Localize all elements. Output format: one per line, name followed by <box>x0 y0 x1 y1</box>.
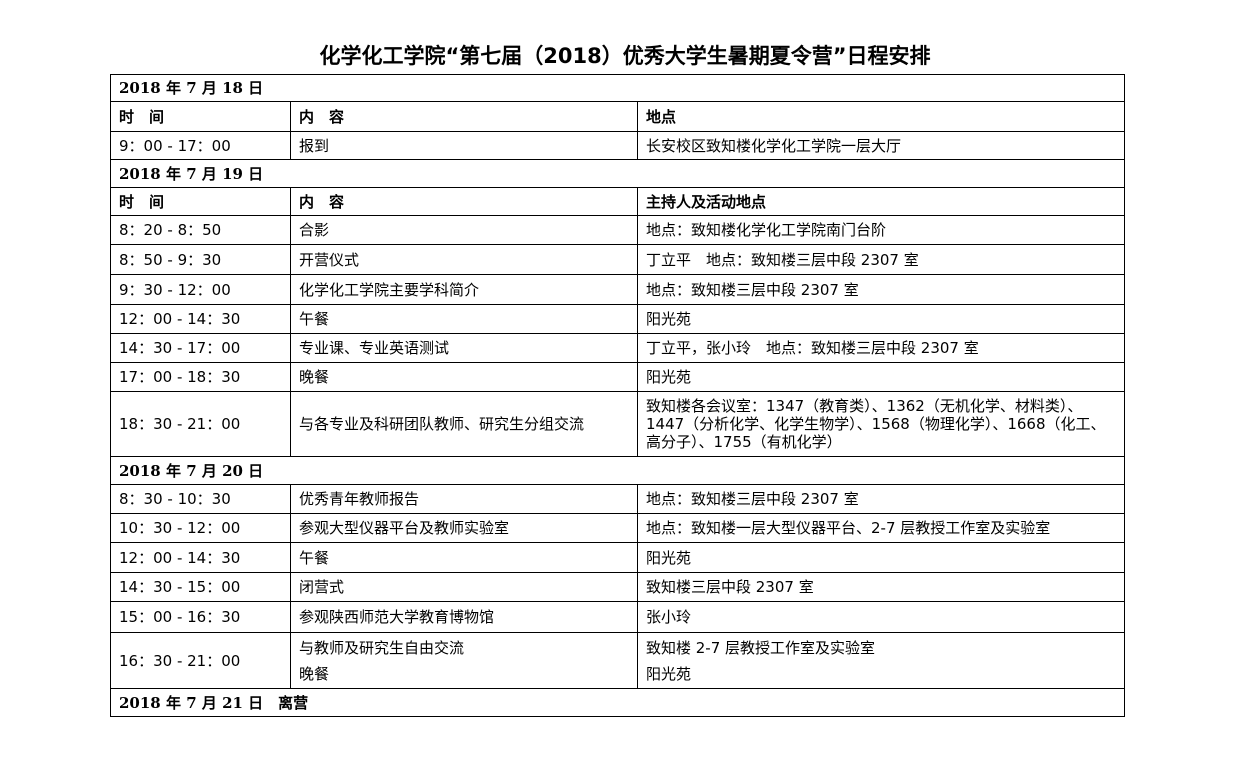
table-row: 2018 年 7 月 19 日 <box>109 159 1126 188</box>
cell: 地点：致知楼一层大型仪器平台、2-7 层教授工作室及实验室 <box>636 513 1126 543</box>
cell: 16：30 - 21：00 <box>110 632 291 689</box>
cell: 化学化工学院主要学科简介 <box>290 274 638 305</box>
cell: 18：30 - 21：00 <box>110 391 291 457</box>
cell: 长安校区致知楼化学化工学院一层大厅 <box>636 131 1126 160</box>
cell: 15：00 - 16：30 <box>110 601 291 633</box>
cell: 8：20 - 8：50 <box>110 215 291 245</box>
page-title: 化学化工学院“第七届（2018）优秀大学生暑期夏令营”日程安排 <box>319 44 931 68</box>
cell: 12：00 - 14：30 <box>110 542 291 573</box>
table-row: 12：00 - 14：30 午餐 阳光苑 <box>110 542 1126 573</box>
header-cell: 地点 <box>636 101 1126 132</box>
cell: 报到 <box>290 131 638 160</box>
cell: 张小玲 <box>636 601 1126 633</box>
table-row: 2018 年 7 月 20 日 <box>109 456 1126 485</box>
table-row: 8：30 - 10：30 优秀青年教师报告 地点：致知楼三层中段 2307 室 <box>110 484 1126 514</box>
cell: 14：30 - 15：00 <box>110 572 291 602</box>
cell: 9：00 - 17：00 <box>110 131 291 160</box>
header-cell: 内 容 <box>290 187 638 216</box>
cell: 致知楼 2-7 层教授工作室及实验室 阳光苑 <box>636 632 1126 689</box>
cell: 午餐 <box>290 304 638 334</box>
cell: 闭营式 <box>290 572 638 602</box>
cell: 致知楼三层中段 2307 室 <box>636 572 1126 602</box>
cell: 午餐 <box>290 542 638 573</box>
table-row: 8：50 - 9：30 开营仪式 丁立平 地点：致知楼三层中段 2307 室 <box>110 244 1126 275</box>
table-row: 14：30 - 17：00 专业课、专业英语测试 丁立平，张小玲 地点：致知楼三层中… <box>110 333 1126 363</box>
cell: 致知楼各会议室：1347（教育类）、1362（无机化学、材料类）、1447（分析… <box>636 391 1126 457</box>
header-cell: 内 容 <box>290 101 638 132</box>
cell: 阳光苑 <box>636 304 1126 334</box>
cell: 地点：致知楼三层中段 2307 室 <box>636 484 1126 514</box>
cell: 地点：致知楼三层中段 2307 室 <box>636 274 1126 305</box>
cell-line: 阳光苑 <box>646 664 692 683</box>
cell: 12：00 - 14：30 <box>110 304 291 334</box>
table-row: 时 间内 容地点 <box>110 101 1126 132</box>
date-cell: 2018 年 7 月 21 日 离营 <box>109 688 1126 717</box>
cell: 合影 <box>290 215 638 245</box>
date-cell: 2018 年 7 月 18 日 <box>109 74 1126 102</box>
table-row: 2018 年 7 月 21 日 离营 <box>109 688 1126 717</box>
cell: 8：50 - 9：30 <box>110 244 291 275</box>
cell: 优秀青年教师报告 <box>290 484 638 514</box>
header-cell: 主持人及活动地点 <box>636 187 1126 216</box>
cell: 参观大型仪器平台及教师实验室 <box>290 513 638 543</box>
cell: 丁立平 地点：致知楼三层中段 2307 室 <box>636 244 1126 275</box>
cell: 晚餐 <box>290 362 638 392</box>
cell: 17：00 - 18：30 <box>110 362 291 392</box>
table-row: 14：30 - 15：00 闭营式 致知楼三层中段 2307 室 <box>110 572 1126 602</box>
table-row: 10：30 - 12：00 参观大型仪器平台及教师实验室 地点：致知楼一层大型仪器平… <box>110 513 1126 543</box>
cell: 8：30 - 10：30 <box>110 484 291 514</box>
cell-line: 致知楼 2-7 层教授工作室及实验室 <box>646 638 876 657</box>
cell: 专业课、专业英语测试 <box>290 333 638 363</box>
table-row: 2018 年 7 月 18 日 <box>109 74 1126 102</box>
cell: 与各专业及科研团队教师、研究生分组交流 <box>290 391 638 457</box>
cell: 阳光苑 <box>636 362 1126 392</box>
date-cell: 2018 年 7 月 20 日 <box>109 456 1126 485</box>
cell: 丁立平，张小玲 地点：致知楼三层中段 2307 室 <box>636 333 1126 363</box>
table-row: 18：30 - 21：00 与各专业及科研团队教师、研究生分组交流 致知楼各会议室：… <box>110 391 1126 457</box>
table-row: 9：00 - 17：00 报到 长安校区致知楼化学化工学院一层大厅 <box>110 131 1126 160</box>
table-row: 12：00 - 14：30 午餐 阳光苑 <box>110 304 1126 334</box>
table-row: 时 间内 容主持人及活动地点 <box>110 187 1126 216</box>
table-row: 8：20 - 8：50 合影 地点：致知楼化学化工学院南门台阶 <box>110 215 1126 245</box>
table-row: 15：00 - 16：30 参观陕西师范大学教育博物馆 张小玲 <box>110 601 1126 633</box>
cell: 与教师及研究生自由交流 晚餐 <box>290 632 638 689</box>
schedule-table: 2018 年 7 月 18 日时 间内 容地点 9：00 - 17：00 报到 长安校… <box>109 74 1126 717</box>
cell: 10：30 - 12：00 <box>110 513 291 543</box>
table-row: 17：00 - 18：30 晚餐 阳光苑 <box>110 362 1126 392</box>
cell: 9：30 - 12：00 <box>110 274 291 305</box>
cell: 地点：致知楼化学化工学院南门台阶 <box>636 215 1126 245</box>
cell: 开营仪式 <box>290 244 638 275</box>
cell: 参观陕西师范大学教育博物馆 <box>290 601 638 633</box>
header-cell: 时 间 <box>110 101 291 132</box>
header-cell: 时 间 <box>110 187 291 216</box>
table-row: 16：30 - 21：00 与教师及研究生自由交流 晚餐 致知楼 2-7 层教授工作室… <box>110 632 1126 689</box>
cell-line: 晚餐 <box>299 664 330 683</box>
cell: 14：30 - 17：00 <box>110 333 291 363</box>
date-cell: 2018 年 7 月 19 日 <box>109 159 1126 188</box>
cell-line: 与教师及研究生自由交流 <box>299 638 465 657</box>
cell: 阳光苑 <box>636 542 1126 573</box>
table-row: 9：30 - 12：00 化学化工学院主要学科简介 地点：致知楼三层中段 2307 … <box>110 274 1126 305</box>
